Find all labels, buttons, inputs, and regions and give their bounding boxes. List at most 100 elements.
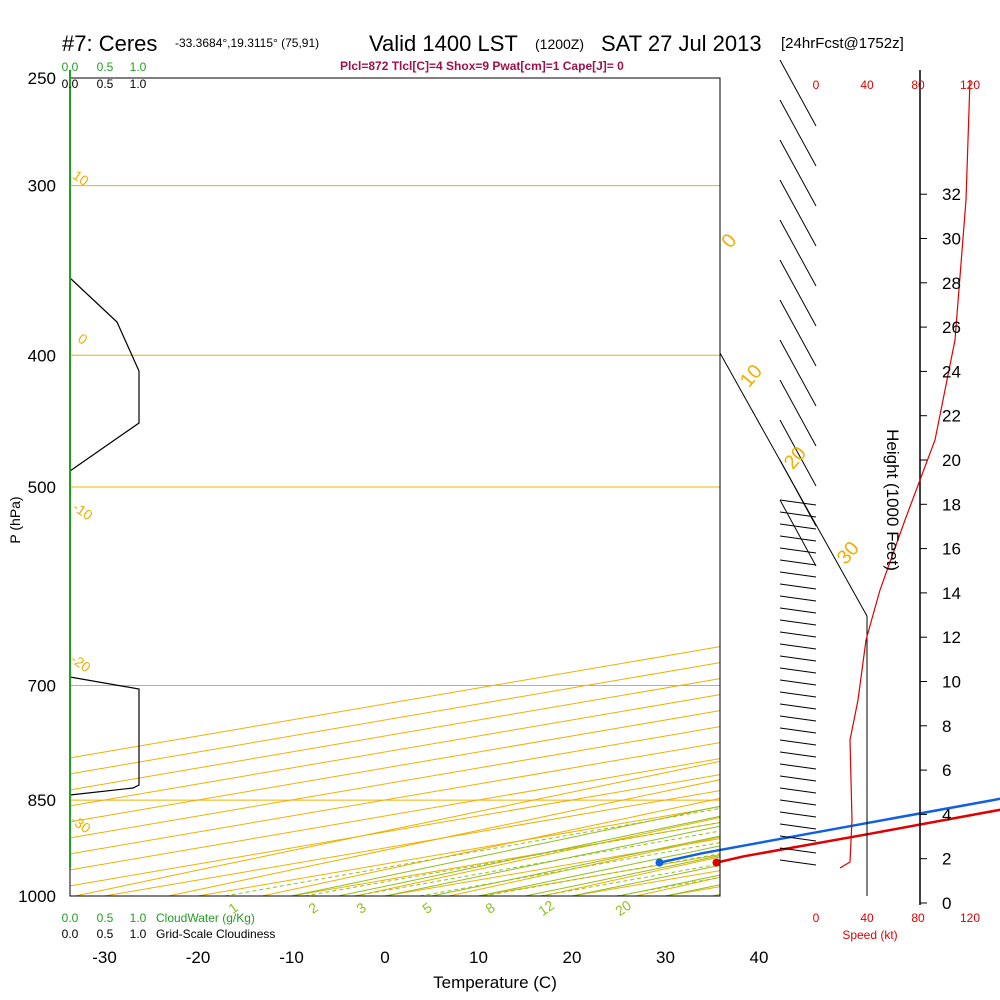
wind-barb [779,811,817,818]
isotherm-line [70,662,720,775]
moist-adiabat-line [338,815,720,896]
mixing-ratio-label: 20 [612,897,634,919]
moist-adiabat-line [712,893,720,896]
wind-barb [779,99,817,167]
isotherm-line [70,694,720,807]
wind-barb [779,859,817,866]
wind-barb [779,419,817,487]
height-tick-label: 24 [942,362,961,381]
speed-top-label: 80 [911,78,925,92]
wind-barb [779,219,817,287]
dry-adiabat-line [823,78,1000,896]
y-tick-label: 1000 [18,887,56,906]
isotherm-line [70,742,720,855]
stability-indices: Plcl=872 Tlcl[C]=4 Shox=9 Pwat[cm]=1 Cap… [340,59,624,73]
speed-bottom-label: 40 [860,911,874,925]
speed-top-label: 0 [813,78,820,92]
mixing-ratio-label: 3 [353,899,369,917]
isotherm-label: -10 [70,499,96,524]
moist-adiabat-line [759,90,1000,896]
cloud-cover-bottom-label: 1.0 [130,927,147,941]
height-tick-label: 0 [942,894,951,913]
forecast-info: [24hrFcst@1752z] [781,35,904,52]
height-tick-label: 6 [942,761,951,780]
height-tick-label: 30 [942,230,961,249]
height-tick-label: 8 [942,717,951,736]
cloud-cover-bottom-label: 0.0 [62,927,79,941]
wind-barb [779,339,817,407]
x-tick-label: 30 [656,948,675,967]
isotherm-line [70,678,720,791]
wind-barb [779,59,817,127]
y-tick-label: 300 [28,177,56,196]
wind-barb [779,739,817,746]
speed-top-label: 120 [960,78,980,92]
wind-barb [779,139,817,207]
height-tick-label: 16 [942,540,961,559]
isotherm-line [853,78,1000,896]
cloud-water-axis-title: CloudWater (g/Kg) [156,911,255,925]
wind-barb [779,595,817,602]
speed-bottom-label: 0 [813,911,820,925]
chart-grid [70,78,1000,896]
wind-barb [779,547,817,554]
height-tick-label: 28 [942,274,961,293]
moist-adiabat-line [571,864,720,896]
height-tick-label: 2 [942,850,951,869]
wind-barb [779,787,817,794]
wind-barb [779,703,817,710]
height-tick-label: 22 [942,407,961,426]
moist-adiabat-line [384,825,720,896]
wind-barb [779,751,817,758]
isotherm-line [70,726,720,839]
x-tick-label: -10 [279,948,304,967]
speed-bottom-label: 80 [911,911,925,925]
wind-barb [779,459,817,527]
height-tick-label: 26 [942,318,961,337]
mixing-ratio-label: 2 [305,899,321,917]
isotherm-label: 0 [75,330,91,348]
moist-adiabat-line [291,805,720,896]
cloud-water-top-label: 0.5 [97,60,114,74]
cloud-layer-outline [70,277,140,472]
y-tick-label: 700 [28,677,56,696]
x-tick-label: 0 [380,948,389,967]
station-name: #7: Ceres [62,31,158,56]
x-tick-label: 20 [563,948,582,967]
temperature-profile-line [716,808,1000,864]
chart-series [655,797,1000,867]
cloud-cover-axis-title: Grid-Scale Cloudiness [156,927,275,941]
wind-barb [779,571,817,578]
height-axis-title: Height (1000 Feet) [883,429,902,571]
cloud-water-bottom-label: 0.5 [97,911,114,925]
valid-time: Valid 1400 LST [369,31,518,56]
wind-barb [779,823,817,830]
wind-barb [779,835,817,842]
chart-header: #7: Ceres -33.3684°,19.3115° (75,91) Val… [0,0,1000,73]
cloud-cover-top-label: 0.0 [62,77,79,91]
height-tick-label: 4 [942,805,951,824]
cloud-layer-outline [70,676,140,796]
wind-barb [779,643,817,650]
mixing-ratio-line [224,807,720,896]
zulu-time: (1200Z) [535,36,585,52]
cloud-water-top-label: 0.0 [62,60,79,74]
y-tick-label: 250 [28,69,56,88]
wind-barb [779,499,817,506]
height-tick-label: 32 [942,185,961,204]
isotherm-label: 10 [736,361,767,392]
height-tick-label: 12 [942,628,961,647]
isotherm-label: -20 [68,651,94,676]
wind-barb [779,523,817,530]
height-tick-label: 10 [942,673,961,692]
x-tick-label: -30 [92,948,117,967]
dry-adiabat-line [168,779,720,896]
wind-barb [779,583,817,590]
wind-barb [779,847,817,854]
wind-barb [779,799,817,806]
y-axis-title: P (hPa) [7,496,23,543]
isotherm-line [70,710,720,823]
mixing-ratio-label: 12 [535,897,557,919]
x-tick-label: 40 [750,948,769,967]
wind-barb [779,667,817,674]
